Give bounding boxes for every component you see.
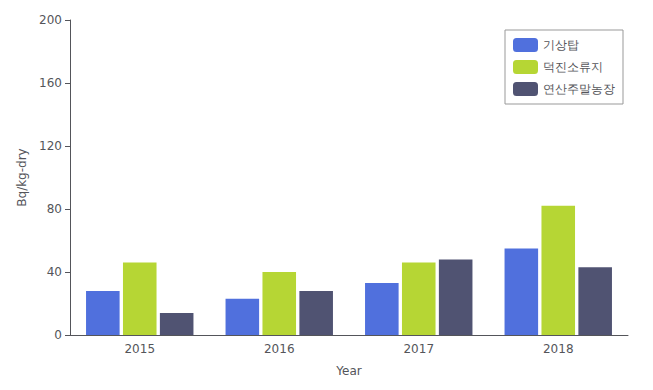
- svg-text:40: 40: [47, 265, 62, 279]
- svg-text:2018: 2018: [543, 342, 574, 356]
- svg-text:2015: 2015: [124, 342, 155, 356]
- svg-text:연산주말농장: 연산주말농장: [543, 82, 615, 96]
- svg-text:Year: Year: [335, 364, 361, 378]
- svg-text:80: 80: [47, 202, 62, 216]
- svg-text:160: 160: [39, 76, 62, 90]
- svg-text:기상탑: 기상탑: [543, 38, 579, 52]
- svg-text:2016: 2016: [264, 342, 295, 356]
- svg-text:2017: 2017: [403, 342, 434, 356]
- svg-text:200: 200: [39, 13, 62, 27]
- svg-text:0: 0: [54, 328, 62, 342]
- svg-text:덕진소류지: 덕진소류지: [543, 60, 603, 74]
- svg-text:120: 120: [39, 139, 62, 153]
- svg-text:Bq/kg-dry: Bq/kg-dry: [15, 148, 29, 206]
